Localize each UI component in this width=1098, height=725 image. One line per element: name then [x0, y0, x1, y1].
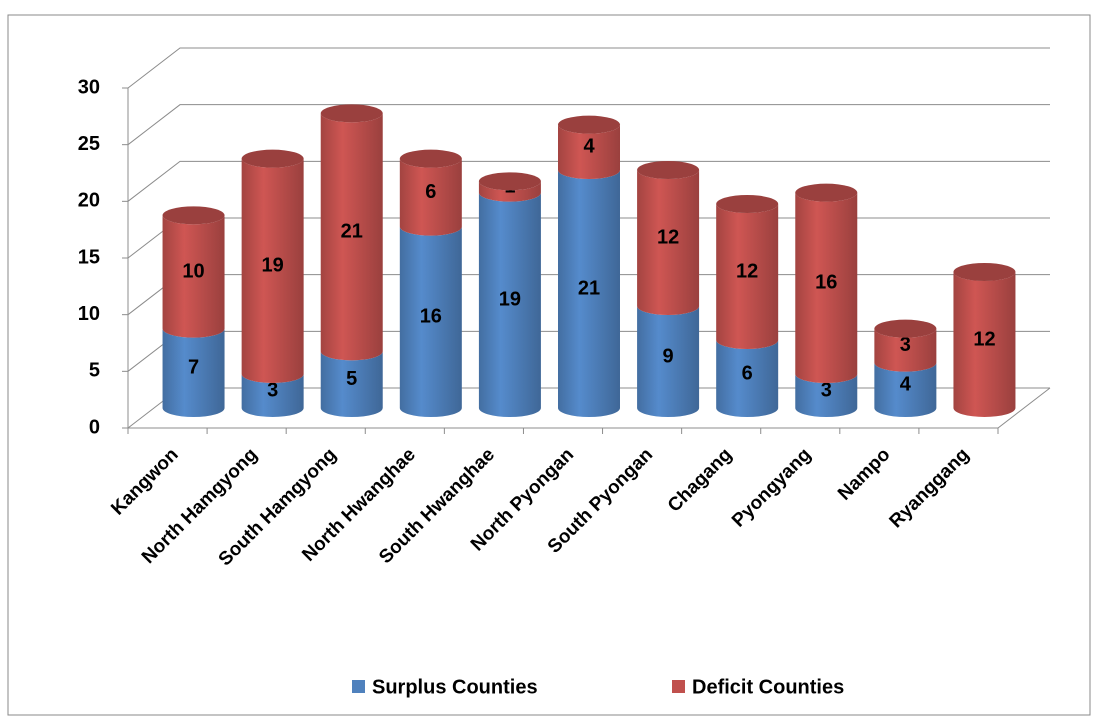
data-label: 9 [663, 345, 674, 367]
data-label: 3 [267, 379, 278, 401]
data-label: 3 [821, 379, 832, 401]
y-tick-label: 5 [89, 360, 100, 382]
legend-label: Deficit Counties [692, 676, 844, 698]
cylinder-segment [953, 272, 1016, 417]
grid-line [127, 104, 1050, 146]
cylinder-cap [241, 149, 304, 168]
data-label: 3 [900, 334, 911, 356]
cylinder-cap [953, 263, 1016, 281]
cylinder-segment [320, 351, 383, 417]
cylinder-segment [558, 170, 620, 417]
data-label: 12 [973, 328, 995, 350]
data-label: 21 [578, 277, 600, 299]
grid-line [127, 47, 1050, 89]
cylinder-segment [558, 124, 620, 179]
data-label: 12 [657, 226, 679, 248]
grid-line [127, 160, 1050, 202]
cylinder-cap [795, 183, 858, 202]
data-label: 19 [499, 289, 521, 311]
data-label: 10 [182, 260, 204, 282]
data-label: 19 [262, 255, 284, 277]
y-tick-label: 15 [78, 246, 100, 268]
data-label: 6 [742, 362, 753, 384]
cylinder-segment [874, 362, 937, 417]
data-label: 7 [188, 357, 199, 379]
cylinder-cap [716, 195, 779, 213]
cylinder-segment [478, 181, 541, 202]
cylinder-cap [558, 115, 620, 134]
cylinder-segment [716, 204, 779, 349]
cylinder-cap [162, 206, 225, 225]
legend-swatch [672, 680, 685, 693]
data-label: 4 [583, 136, 595, 158]
cylinder-segment [399, 226, 462, 417]
legend-label: Surplus Counties [372, 676, 538, 698]
cylinder-segment [637, 306, 700, 417]
cylinder-segment [478, 192, 541, 418]
data-label: 6 [425, 181, 436, 203]
cylinder-cap [637, 161, 700, 179]
y-tick-label: 30 [78, 76, 100, 98]
data-label: 4 [900, 374, 912, 396]
cylinder-cap [478, 172, 541, 191]
cylinder-cap [874, 319, 937, 338]
cylinder-segment [162, 215, 225, 338]
data-label: 16 [815, 272, 837, 294]
cylinder-segment [320, 113, 383, 361]
cylinder-segment [241, 158, 304, 383]
cylinder-segment [795, 374, 858, 417]
data-label: 12 [736, 260, 758, 282]
cylinder-segment [162, 328, 225, 417]
cylinder-segment [399, 158, 462, 236]
cylinder-segment [637, 170, 700, 315]
legend-swatch [352, 680, 365, 693]
y-tick-label: 10 [78, 303, 100, 325]
y-tick-label: 25 [78, 133, 100, 155]
y-tick-label: 20 [78, 190, 100, 212]
cylinder-cap [399, 149, 462, 168]
cylinder-segment [241, 374, 304, 417]
data-label: 16 [420, 306, 442, 328]
data-label: 21 [341, 221, 363, 243]
cylinder-segment [874, 328, 937, 372]
cylinder-cap [320, 104, 383, 123]
y-tick-label: 0 [89, 416, 100, 438]
cylinder-segment [716, 340, 779, 417]
data-label: 5 [346, 368, 357, 390]
cylinder-segment [795, 192, 858, 383]
